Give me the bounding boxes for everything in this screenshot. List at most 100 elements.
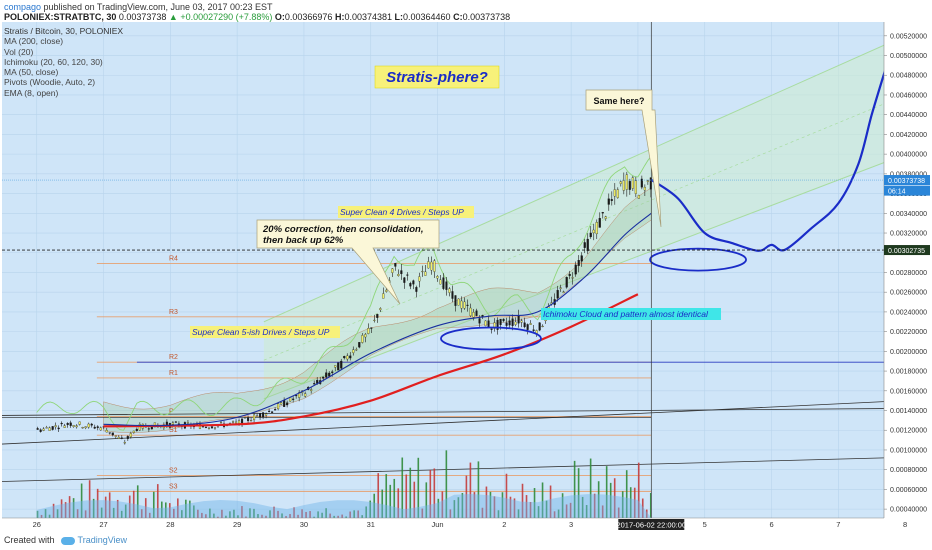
- volume-bar: [357, 510, 359, 518]
- pivot-level-label: S1: [169, 427, 178, 434]
- candle-body: [406, 274, 409, 276]
- candle-body: [562, 291, 565, 293]
- price-label: 06:14: [888, 189, 906, 196]
- candle-body: [286, 402, 289, 406]
- candle-body: [601, 212, 604, 214]
- volume-bar: [421, 508, 424, 518]
- candle-body: [304, 393, 307, 397]
- volume-bar: [613, 478, 616, 518]
- high-value: 0.00374381: [344, 12, 393, 22]
- close-label: C:: [450, 12, 463, 22]
- candle-body: [613, 189, 616, 197]
- volume-bar: [64, 502, 67, 518]
- y-axis-background: [884, 22, 932, 532]
- candle-body: [508, 320, 511, 326]
- volume-bar: [60, 499, 63, 518]
- x-tick-label: 31: [367, 520, 375, 529]
- candle-body: [87, 423, 90, 428]
- four-drives-box: [338, 206, 474, 218]
- volume-bar: [140, 509, 143, 518]
- price-label: 0.00373738: [888, 178, 925, 185]
- candle-body: [511, 318, 514, 326]
- candle-body: [394, 263, 397, 267]
- title-box: [374, 65, 500, 89]
- candle-body: [42, 428, 45, 431]
- candle-body: [451, 291, 454, 299]
- price-label-box: [884, 245, 930, 256]
- volume-bar: [393, 478, 396, 518]
- candle-body: [51, 426, 54, 430]
- volume-bar: [261, 514, 263, 518]
- legend-item-volume: Vol (20): [4, 46, 34, 57]
- volume-bar: [489, 491, 492, 518]
- ichimoku-text: Ichimoku Cloud and pattern almost identi…: [543, 309, 709, 319]
- candle-body: [54, 425, 57, 428]
- trendline-upper: [1, 408, 885, 416]
- price-change: ▲ +0.00027290 (+7.88%): [166, 12, 273, 22]
- volume-bar: [437, 498, 440, 518]
- volume-bar: [321, 512, 323, 518]
- candle-body: [147, 428, 150, 430]
- y-tick-label: 0.00280000: [890, 270, 927, 277]
- candle-body: [634, 180, 637, 194]
- volume-bar: [128, 495, 131, 518]
- y-tick-label: 0.00100000: [890, 447, 927, 454]
- tradingview-brand[interactable]: TradingView: [77, 535, 128, 545]
- volume-bar: [273, 506, 275, 518]
- last-price: 0.00373738: [118, 12, 167, 22]
- x-tick-label: 3: [569, 520, 573, 529]
- candle-body: [433, 260, 436, 272]
- x-tick-label: 5: [703, 520, 707, 529]
- candle-body: [78, 421, 81, 425]
- candle-body: [595, 222, 598, 235]
- y-tick-label: 0.00220000: [890, 329, 927, 336]
- x-tick-label: 29: [233, 520, 241, 529]
- volume-bar: [169, 503, 171, 518]
- candle-body: [439, 279, 442, 285]
- y-tick-label: 0.00480000: [890, 73, 927, 80]
- y-tick-label: 0.00080000: [890, 467, 927, 474]
- volume-bar: [445, 450, 448, 518]
- volume-bar: [481, 507, 484, 518]
- candle-body: [135, 428, 138, 432]
- author-link[interactable]: compago: [4, 2, 42, 12]
- volume-bar: [409, 467, 412, 518]
- pivot-level-label: R3: [169, 309, 178, 316]
- volume-bar: [629, 487, 632, 518]
- x-tick-label: 26: [33, 520, 41, 529]
- trendline-rising: [1, 401, 885, 445]
- candle-body: [523, 322, 526, 328]
- y-tick-label: 0.00440000: [890, 112, 927, 119]
- candle-body: [210, 426, 214, 429]
- volume-bar: [112, 507, 115, 518]
- candle-body: [574, 264, 577, 275]
- candle-body: [316, 380, 319, 384]
- volume-bar: [529, 501, 532, 518]
- y-tick-label: 0.00420000: [890, 132, 927, 139]
- created-with-text: Created with: [4, 535, 55, 545]
- volume-bar: [345, 516, 347, 518]
- candle-body: [577, 260, 580, 266]
- volume-bar: [48, 514, 51, 518]
- candle-body: [580, 255, 583, 262]
- candle-body: [379, 308, 382, 311]
- projection-path: [650, 69, 887, 252]
- volume-bar: [96, 488, 99, 518]
- volume-bar: [72, 498, 75, 518]
- rising-channel: [263, 38, 899, 399]
- candle-body: [132, 430, 135, 433]
- candle-body: [460, 300, 463, 309]
- volume-bar: [581, 496, 584, 518]
- candle-body: [589, 232, 592, 238]
- candle-body: [592, 229, 595, 234]
- volume-bar: [353, 510, 355, 518]
- y-tick-label: 0.00180000: [890, 369, 927, 376]
- candle-body: [325, 372, 328, 378]
- volume-bar: [124, 504, 127, 518]
- candle-body: [90, 423, 93, 426]
- volume-bar: [116, 499, 119, 518]
- candle-body: [436, 276, 439, 279]
- volume-bar: [197, 509, 199, 518]
- candle-body: [39, 429, 42, 432]
